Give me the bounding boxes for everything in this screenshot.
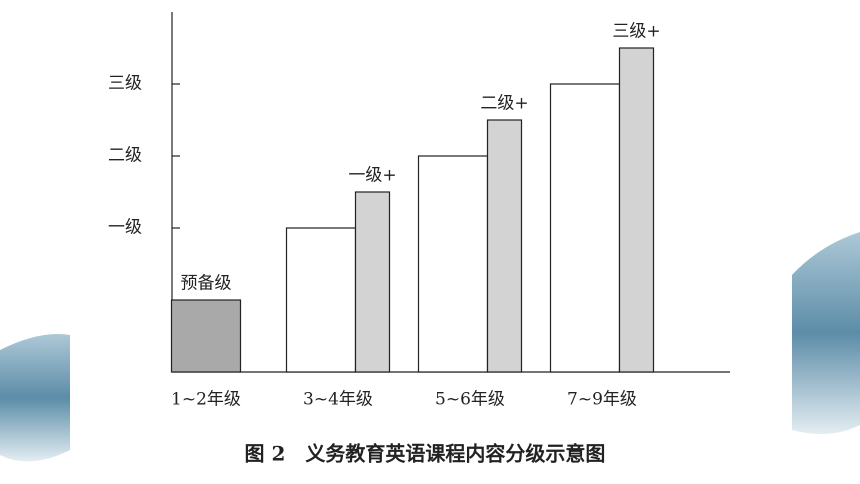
value-label: 一级+ — [348, 166, 396, 186]
chart-title: 图 2 义务教育英语课程内容分级示意图 — [245, 442, 606, 466]
x-tick-label: 7~9年级 — [567, 390, 637, 410]
x-tick-label: 3~4年级 — [303, 390, 373, 410]
decoration-right — [792, 232, 860, 434]
value-label: 三级+ — [612, 22, 660, 42]
bar — [618, 47, 655, 373]
bar — [170, 299, 242, 373]
bar — [549, 83, 621, 373]
y-tick-label: 三级 — [108, 74, 142, 94]
x-tick-label: 1~2年级 — [171, 390, 241, 410]
value-label: 二级+ — [480, 94, 528, 114]
decoration-left — [0, 334, 70, 462]
y-tick-label: 一级 — [108, 218, 142, 238]
value-label: 预备级 — [181, 274, 232, 294]
x-tick-label: 5~6年级 — [435, 390, 505, 410]
bar — [417, 155, 489, 373]
bar — [354, 191, 391, 373]
y-tick-label: 二级 — [108, 146, 142, 166]
bar — [285, 227, 357, 373]
bar — [486, 119, 523, 373]
